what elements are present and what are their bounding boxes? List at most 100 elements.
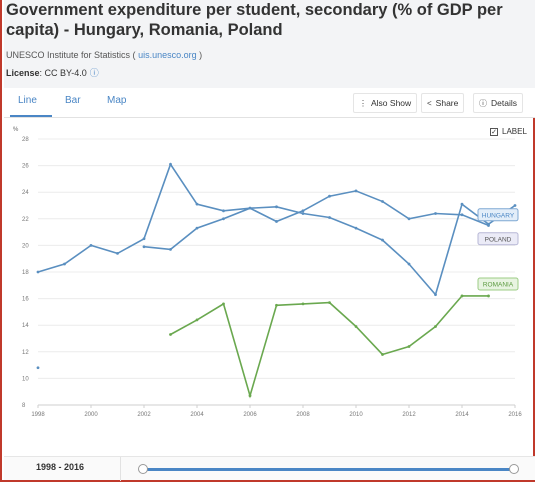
data-point-poland: [248, 206, 252, 210]
series-line-romania: [170, 295, 489, 399]
label-toggle-text: LABEL: [502, 127, 527, 136]
data-point-poland: [513, 204, 517, 207]
data-point-romania: [381, 353, 384, 356]
data-point-poland: [195, 226, 199, 230]
y-tick-label: 16: [22, 297, 29, 303]
chart-header: Government expenditure per student, seco…: [4, 0, 535, 88]
data-point-romania: [248, 394, 252, 398]
data-point-poland: [434, 293, 437, 297]
x-tick-label: 2012: [402, 412, 416, 418]
range-start-handle[interactable]: [138, 464, 148, 474]
page-title: Government expenditure per student, seco…: [6, 1, 503, 39]
license-label: License: [6, 68, 40, 78]
series-label-box: [477, 232, 519, 246]
data-point-poland: [460, 202, 464, 206]
data-point-hungary: [460, 213, 464, 217]
data-point-poland: [222, 217, 225, 221]
y-tick-label: 24: [22, 190, 29, 196]
range-end-handle[interactable]: [509, 464, 519, 474]
data-point-hungary: [222, 209, 225, 213]
data-point-hungary: [301, 209, 305, 213]
data-point-romania: [407, 345, 411, 348]
data-point-poland: [407, 262, 411, 266]
tab-map[interactable]: Map: [107, 95, 127, 106]
x-tick-label: 2010: [349, 412, 363, 418]
data-point-romania: [487, 294, 490, 298]
series-label-box: [477, 277, 519, 291]
data-point-hungary: [381, 200, 384, 203]
time-range-bar: 1998 - 2016: [4, 456, 535, 481]
data-point-poland: [142, 245, 146, 249]
y-tick-label: 14: [22, 323, 29, 329]
data-point-hungary: [36, 270, 40, 274]
x-tick-label: 1998: [31, 412, 45, 418]
info-circle-icon[interactable]: ⓘ: [89, 68, 99, 78]
data-point-romania: [328, 301, 331, 304]
license-value: : CC BY-4.0: [39, 68, 87, 78]
menu-dots-icon: ⋮: [359, 98, 367, 108]
data-point-hungary: [89, 244, 93, 247]
data-point-poland: [301, 212, 305, 215]
source-line: UNESCO Institute for Statistics ( uis.un…: [6, 50, 202, 60]
x-tick-label: 2004: [190, 412, 204, 418]
data-point-romania: [169, 333, 172, 336]
series-label-hungary: HUNGARY: [482, 212, 515, 219]
y-tick-label: 20: [22, 243, 29, 249]
data-point-hungary: [434, 212, 437, 215]
y-tick-label: 12: [22, 350, 29, 356]
y-axis-unit: %: [13, 127, 19, 133]
range-label: 1998 - 2016: [36, 462, 85, 472]
data-point-poland: [487, 222, 490, 226]
source-link[interactable]: uis.unesco.org: [138, 50, 197, 60]
active-tab-indicator: [10, 115, 52, 117]
source-suffix: ): [199, 50, 203, 60]
chart-area: ✓ LABEL % 8 10 12 14 16 18 20 22 24 26 28 1998 2000 20…: [4, 118, 535, 418]
also-show-button[interactable]: ⋮ Also Show: [353, 93, 418, 113]
license-line: License: CC BY-4.0 ⓘ: [6, 66, 99, 79]
tab-bar[interactable]: Bar: [65, 95, 81, 106]
range-slider-track[interactable]: [142, 468, 514, 471]
series-line-hungary: [37, 162, 489, 273]
share-button[interactable]: < Share: [421, 93, 465, 113]
data-point-romania: [354, 325, 358, 328]
data-point-hungary: [275, 220, 278, 223]
data-point-hungary: [328, 194, 331, 198]
data-point-unlabeled: [36, 366, 40, 370]
x-tick-label: 2014: [455, 412, 469, 418]
details-button[interactable]: ⓘ Details: [473, 93, 523, 113]
x-tick-label: 2000: [84, 412, 98, 418]
series-label-romania: ROMANIA: [483, 281, 514, 288]
data-point-hungary: [354, 189, 358, 193]
data-point-poland: [275, 205, 278, 209]
data-point-romania: [275, 303, 278, 307]
source-prefix: UNESCO Institute for Statistics (: [6, 50, 136, 60]
data-point-romania: [460, 294, 464, 298]
divider: [120, 457, 121, 481]
data-point-poland: [328, 216, 331, 219]
info-circle-icon: ⓘ: [479, 98, 487, 108]
x-tick-label: 2006: [243, 412, 257, 418]
chart-tabs: Line Bar Map ⋮ Also Show < Share ⓘ Details: [4, 88, 535, 118]
data-point-poland: [354, 226, 358, 230]
series-label-box: [477, 208, 519, 222]
share-label: Share: [435, 98, 459, 108]
data-point-hungary: [169, 162, 172, 166]
data-point-romania: [434, 325, 437, 328]
checkbox-icon[interactable]: ✓: [490, 127, 498, 136]
data-point-romania: [301, 302, 305, 306]
data-point-romania: [222, 302, 225, 306]
data-point-hungary: [142, 237, 146, 241]
data-point-hungary: [116, 251, 119, 255]
series-label-poland: POLAND: [485, 236, 512, 243]
y-tick-label: 8: [22, 403, 26, 409]
data-point-romania: [195, 318, 199, 322]
data-point-hungary: [407, 217, 411, 221]
x-tick-label: 2008: [296, 412, 310, 418]
y-tick-label: 26: [22, 164, 29, 170]
y-tick-label: 18: [22, 270, 29, 276]
label-toggle[interactable]: ✓ LABEL: [490, 127, 527, 136]
tab-line[interactable]: Line: [18, 95, 37, 106]
y-tick-label: 10: [22, 376, 29, 382]
data-point-hungary: [195, 202, 199, 206]
